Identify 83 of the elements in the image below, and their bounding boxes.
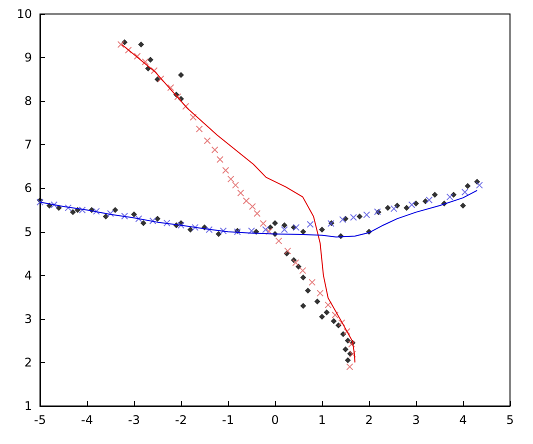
y-tick-label: 7 (24, 138, 32, 152)
point (232, 182, 240, 189)
point (242, 197, 250, 204)
point (339, 216, 346, 224)
point (174, 93, 182, 100)
x-tick-label: 2 (365, 413, 373, 427)
point (36, 198, 44, 206)
point (292, 224, 300, 231)
point (350, 214, 357, 221)
point (167, 84, 174, 92)
y-tick-label: 9 (24, 50, 32, 65)
point (204, 137, 211, 144)
point (216, 156, 224, 163)
point (50, 201, 58, 208)
point (316, 290, 324, 297)
x-tick-label: -5 (34, 413, 46, 427)
point (206, 226, 213, 234)
x-tick-label: 1 (318, 413, 326, 427)
point (121, 212, 128, 220)
point (248, 203, 256, 210)
point (227, 176, 234, 183)
point (134, 52, 141, 60)
point (150, 67, 158, 74)
point (346, 363, 354, 370)
point (260, 220, 267, 227)
x-tick-label: 3 (412, 413, 420, 427)
point (308, 278, 316, 286)
y-tick-label: 10 (16, 7, 32, 21)
x-tick-label: -3 (128, 413, 140, 427)
point (92, 208, 100, 215)
point (284, 247, 292, 254)
point (142, 58, 149, 66)
point (64, 204, 72, 212)
point (237, 190, 244, 197)
point (461, 188, 468, 196)
point (446, 193, 454, 200)
point (363, 211, 370, 218)
point (262, 226, 270, 234)
y-tick-label: 8 (24, 94, 32, 108)
point (163, 220, 170, 227)
point (211, 146, 218, 154)
point (254, 210, 261, 217)
point (124, 46, 132, 54)
point (390, 205, 398, 212)
point (292, 259, 300, 266)
x-tick-label: 5 (506, 413, 514, 427)
y-tick-label: 2 (24, 355, 32, 370)
point (190, 114, 197, 121)
x-tick-label: -1 (222, 413, 234, 427)
point (332, 311, 339, 318)
x-tick-label: 0 (271, 413, 279, 427)
y-tick-label: 6 (24, 181, 32, 196)
point (248, 227, 255, 234)
point (117, 40, 124, 48)
point (324, 301, 332, 308)
point (476, 182, 483, 189)
x-tick-label: 4 (459, 413, 467, 427)
point (196, 125, 203, 132)
x-tick-label: -4 (81, 413, 93, 427)
point (306, 220, 314, 228)
point (78, 206, 86, 214)
point (338, 319, 346, 326)
point (265, 228, 272, 235)
x-tick-label: -2 (175, 413, 187, 427)
point (220, 227, 227, 234)
y-tick-label: 3 (24, 312, 32, 326)
point (178, 222, 184, 229)
point (157, 75, 164, 82)
point (192, 224, 199, 231)
point (280, 226, 288, 234)
y-tick-label: 5 (24, 224, 32, 239)
y-tick-label: 4 (24, 268, 32, 282)
point (343, 328, 350, 336)
point (349, 350, 356, 358)
point (149, 217, 156, 224)
point (222, 166, 230, 174)
point (107, 210, 114, 217)
point (408, 201, 416, 208)
point (299, 267, 306, 274)
point (275, 237, 282, 244)
point (135, 215, 142, 222)
y-tick-label: 1 (24, 399, 32, 413)
point (426, 196, 433, 204)
